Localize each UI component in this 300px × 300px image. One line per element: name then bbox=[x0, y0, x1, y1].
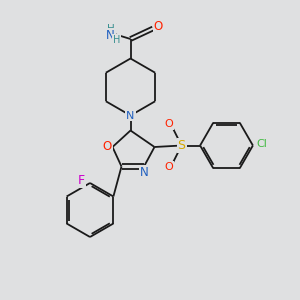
Text: Cl: Cl bbox=[256, 139, 267, 149]
Text: N: N bbox=[126, 110, 135, 121]
Text: O: O bbox=[154, 20, 163, 34]
Text: O: O bbox=[103, 140, 112, 153]
Text: H: H bbox=[106, 24, 114, 34]
Text: O: O bbox=[164, 119, 173, 129]
Text: F: F bbox=[78, 173, 85, 187]
Text: N: N bbox=[140, 166, 148, 179]
Text: O: O bbox=[164, 162, 173, 172]
Text: S: S bbox=[178, 139, 185, 152]
Text: H: H bbox=[113, 34, 120, 45]
Text: N: N bbox=[106, 29, 115, 42]
